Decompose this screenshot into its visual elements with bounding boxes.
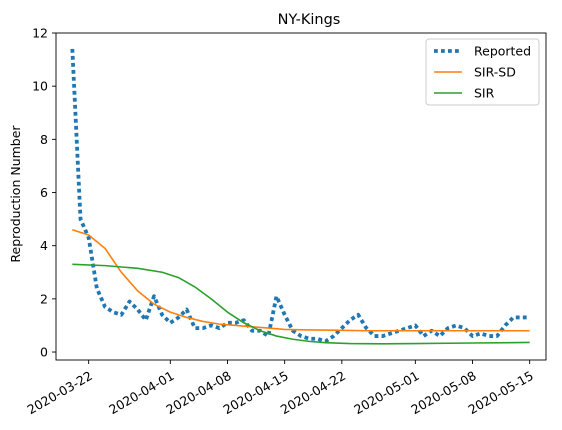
x-tick-label: 2020-05-15 xyxy=(466,368,536,417)
series-line-sir xyxy=(72,263,530,345)
y-tick-label: 4 xyxy=(40,238,48,253)
series-layer xyxy=(70,48,530,345)
legend: Reported SIR-SD SIR xyxy=(425,38,540,106)
plot-frame xyxy=(55,32,547,361)
x-tick-label: 2020-03-22 xyxy=(25,368,95,417)
y-tick-label: 0 xyxy=(40,345,48,360)
legend-box xyxy=(425,38,540,106)
legend-label-sir: SIR xyxy=(474,86,495,101)
y-tick-label: 2 xyxy=(40,291,48,306)
y-tick-label: 12 xyxy=(32,26,48,41)
chart-title: NY-Kings xyxy=(278,12,341,28)
y-tick-label: 10 xyxy=(32,79,48,94)
legend-label-reported: Reported xyxy=(474,44,531,59)
y-axis-label: Reproduction Number xyxy=(8,125,23,263)
series-line-reported xyxy=(70,48,530,344)
x-tick-label: 2020-04-22 xyxy=(278,368,348,417)
legend-label-sir-sd: SIR-SD xyxy=(474,65,516,80)
y-tick-label: 8 xyxy=(40,132,48,147)
y-tick-label: 6 xyxy=(40,185,48,200)
series-line-sir-sd xyxy=(72,228,530,332)
